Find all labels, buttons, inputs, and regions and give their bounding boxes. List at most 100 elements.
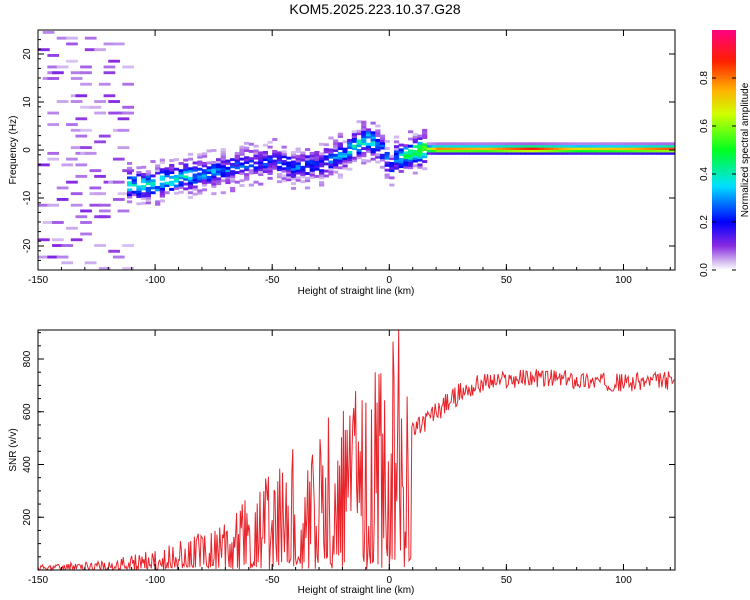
heatmap-cell xyxy=(379,153,386,157)
heatmap-cell xyxy=(244,177,250,181)
heatmap-cell xyxy=(506,149,512,153)
heatmap-cell xyxy=(89,186,102,190)
heatmap-cell xyxy=(197,179,203,183)
heatmap-cell xyxy=(183,182,189,186)
heatmap-cell xyxy=(220,162,226,166)
heatmap-cell xyxy=(290,162,297,166)
heatmap-cell xyxy=(665,149,671,153)
heatmap-cell xyxy=(567,149,573,153)
heatmap-cell xyxy=(492,144,498,148)
heatmap-cell xyxy=(201,152,208,156)
heatmap-cell xyxy=(211,161,217,164)
heatmap-cell xyxy=(422,155,428,159)
heatmap-cell xyxy=(379,158,386,162)
heatmap-cell xyxy=(38,238,50,242)
heatmap-cell xyxy=(393,159,400,163)
heatmap-cell xyxy=(314,174,320,178)
heatmap-cell xyxy=(295,178,301,182)
heatmap-cell xyxy=(319,174,325,177)
heatmap-cell xyxy=(75,134,88,138)
heatmap-cell xyxy=(220,174,226,178)
heatmap-cell xyxy=(290,177,297,181)
heatmap-cell xyxy=(670,142,676,146)
heatmap-cell xyxy=(506,142,512,146)
heatmap-cell xyxy=(426,151,432,155)
heatmap-cell xyxy=(520,142,526,146)
heatmap-cell xyxy=(365,147,372,151)
heatmap-cell xyxy=(145,189,151,193)
heatmap-cell xyxy=(351,137,357,141)
heatmap-cell xyxy=(304,155,311,159)
heatmap-cell xyxy=(557,149,564,153)
heatmap-cell xyxy=(262,143,269,147)
heatmap-cell xyxy=(75,174,88,178)
heatmap-cell xyxy=(365,145,372,149)
heatmap-cell xyxy=(183,163,189,167)
colorbar-label: Normalized spectral amplitude xyxy=(740,82,750,217)
heatmap-cell xyxy=(197,155,203,159)
heatmap-cell xyxy=(267,145,273,149)
heatmap-cell xyxy=(131,190,137,194)
heatmap-cell xyxy=(642,151,648,155)
heatmap-cell xyxy=(609,147,615,151)
heatmap-cell xyxy=(183,175,189,179)
heatmap-cell xyxy=(262,170,269,174)
heatmap-cell xyxy=(454,149,461,153)
heatmap-cell xyxy=(295,171,301,175)
heatmap-cell xyxy=(417,165,423,169)
heatmap-cell xyxy=(567,144,573,148)
heatmap-cell xyxy=(370,150,376,154)
heatmap-cell xyxy=(290,160,297,164)
heatmap-cell xyxy=(515,142,521,146)
heatmap-cell xyxy=(187,181,194,185)
heatmap-cell xyxy=(553,142,559,146)
heatmap-cell xyxy=(412,140,418,144)
heatmap-cell xyxy=(431,142,437,146)
x-tick-label: 100 xyxy=(615,575,632,586)
heatmap-cell xyxy=(169,187,175,191)
heatmap-cell xyxy=(548,142,554,146)
heatmap-cell xyxy=(70,192,83,196)
heatmap-cell xyxy=(141,194,147,198)
heatmap-cell xyxy=(393,154,400,158)
heatmap-cell xyxy=(600,142,606,146)
heatmap-cell xyxy=(342,150,348,153)
heatmap-cell xyxy=(347,160,353,164)
heatmap-cell xyxy=(150,191,156,195)
heatmap-cell xyxy=(211,168,217,172)
heatmap-cell xyxy=(187,157,194,161)
heatmap-cell xyxy=(276,153,283,157)
heatmap-cell xyxy=(595,142,601,146)
heatmap-cell xyxy=(328,155,334,159)
heatmap-cell xyxy=(178,190,184,194)
heatmap-cell xyxy=(126,200,133,204)
heatmap-cell xyxy=(319,164,325,168)
heatmap-cell xyxy=(136,195,142,199)
heatmap-cell xyxy=(450,151,456,155)
heatmap-cell xyxy=(286,163,292,167)
heatmap-cell xyxy=(539,151,545,155)
heatmap-cell xyxy=(164,181,170,185)
heatmap-cell xyxy=(473,151,479,155)
heatmap-cell xyxy=(253,180,259,184)
heatmap-cell xyxy=(159,175,165,179)
heatmap-cell xyxy=(215,177,222,181)
heatmap-cell xyxy=(511,147,517,151)
heatmap-cell xyxy=(187,152,194,156)
heatmap-cell xyxy=(141,185,147,188)
heatmap-cell xyxy=(375,143,381,147)
heatmap-cell xyxy=(225,181,231,185)
heatmap-cell xyxy=(333,139,339,143)
heatmap-cell xyxy=(497,149,503,153)
heatmap-cell xyxy=(108,100,120,103)
heatmap-cell xyxy=(145,174,151,178)
heatmap-cell xyxy=(230,174,236,178)
heatmap-cell xyxy=(567,142,573,146)
heatmap-cell xyxy=(333,170,339,174)
heatmap-cell xyxy=(141,192,147,196)
heatmap-cell xyxy=(47,157,60,161)
heatmap-cell xyxy=(506,147,512,151)
heatmap-cell xyxy=(361,137,367,141)
heatmap-cell xyxy=(361,142,367,146)
heatmap-cell xyxy=(314,155,320,159)
